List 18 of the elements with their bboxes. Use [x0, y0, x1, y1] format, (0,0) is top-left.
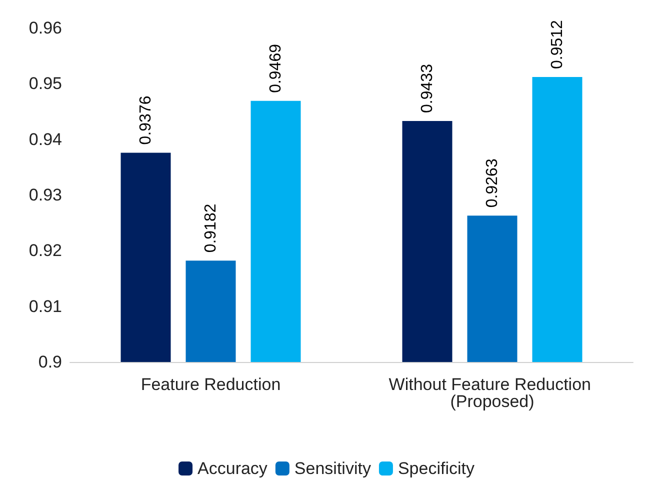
data-label: 0.9182 [202, 204, 220, 253]
data-label: 0.9512 [548, 20, 566, 69]
data-label: 0.9263 [484, 158, 501, 208]
y-tick-label: 0.93 [28, 186, 62, 204]
x-tick-label: Without Feature Reduction (Proposed) [388, 375, 596, 411]
x-tick-label: Feature Reduction [140, 375, 281, 394]
legend-label: Specificity [398, 459, 475, 478]
y-tick-label: 0.95 [28, 74, 62, 94]
legend-label: Accuracy [198, 459, 268, 478]
y-tick-label: 0.92 [28, 241, 62, 260]
y-tick-label: 0.96 [28, 18, 62, 38]
legend-label: Sensitivity [294, 459, 372, 478]
data-label: 0.9376 [137, 96, 154, 145]
y-tick-label: 0.94 [28, 130, 62, 149]
data-label: 0.9433 [418, 64, 436, 113]
y-tick-label: 0.91 [28, 296, 62, 316]
y-tick-label: 0.9 [38, 352, 62, 372]
data-label: 0.9469 [267, 44, 284, 93]
